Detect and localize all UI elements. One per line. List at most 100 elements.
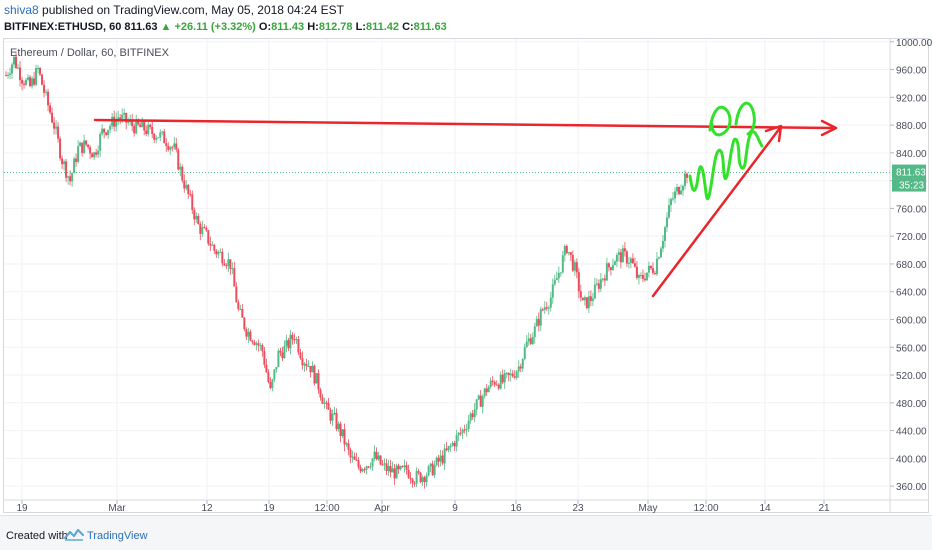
- candle-body: [461, 429, 464, 434]
- candle-body: [291, 334, 294, 340]
- candle-body: [439, 455, 442, 462]
- candle-body: [227, 259, 230, 267]
- low-value: 811.42: [365, 21, 399, 33]
- candle-body: [71, 173, 74, 182]
- candle-body: [381, 464, 384, 466]
- candle-body: [517, 366, 520, 372]
- tradingview-brand-link[interactable]: TradingView: [87, 530, 148, 542]
- candle-body: [101, 128, 104, 134]
- candle-body: [675, 187, 678, 192]
- candle-body: [425, 475, 428, 483]
- candle-body: [581, 297, 584, 301]
- candle-body: [309, 366, 312, 373]
- author-link[interactable]: shiva8: [4, 3, 39, 17]
- candle-body: [567, 252, 570, 254]
- x-tick-label: 14: [759, 503, 771, 514]
- candle-body: [277, 350, 280, 368]
- candle-body: [483, 388, 486, 397]
- x-tick-label: 16: [510, 503, 522, 514]
- candle-body: [599, 279, 602, 289]
- candle-body: [529, 338, 532, 345]
- candle-body: [15, 56, 18, 68]
- candle-body: [357, 460, 360, 468]
- candle-body: [415, 471, 418, 484]
- x-tick-label: Mar: [108, 503, 126, 514]
- candle-body: [539, 309, 542, 326]
- last-price-label: 811.63: [896, 168, 926, 179]
- candle-body: [427, 466, 430, 476]
- candle-body: [681, 185, 684, 191]
- price-chart[interactable]: 1000.00960.00920.00880.00840.00800.00760…: [0, 0, 932, 515]
- candle-body: [625, 251, 628, 264]
- candle-body: [337, 423, 340, 430]
- x-tick-label: 21: [818, 503, 830, 514]
- candle-body: [485, 388, 488, 393]
- candle-body: [35, 68, 38, 85]
- candle-body: [615, 254, 618, 262]
- candle-body: [325, 402, 328, 404]
- horizontal-arrow-head: [820, 119, 838, 137]
- y-tick-label: 680.00: [896, 260, 927, 271]
- candle-body: [359, 467, 362, 472]
- candle-body: [647, 265, 650, 273]
- candle-body: [641, 275, 644, 279]
- candle-body: [143, 120, 146, 131]
- candle-body: [85, 140, 88, 145]
- candle-body: [131, 120, 134, 127]
- candle-body: [183, 180, 186, 189]
- candle-body: [43, 84, 46, 93]
- candle-body: [287, 340, 290, 349]
- candle-body: [565, 245, 568, 254]
- candle-body: [443, 448, 446, 464]
- candle-body: [677, 187, 680, 195]
- candle-body: [365, 466, 368, 470]
- candle-body: [271, 379, 274, 389]
- candle-body: [601, 278, 604, 280]
- candle-body: [377, 455, 380, 460]
- candle-body: [531, 337, 534, 345]
- candle-body: [637, 275, 640, 278]
- candle-body: [161, 131, 164, 133]
- candle-body: [159, 132, 162, 138]
- candle-body: [81, 142, 84, 154]
- candle-body: [421, 477, 424, 482]
- candle-body: [351, 456, 354, 458]
- candle-body: [181, 166, 184, 181]
- candle-body: [665, 217, 668, 228]
- candle-body: [671, 198, 674, 200]
- x-tick-label: 19: [16, 503, 28, 514]
- candle-body: [477, 395, 480, 400]
- candle-body: [141, 120, 144, 128]
- candle-body: [431, 463, 434, 476]
- candle-body: [503, 373, 506, 383]
- candle-body: [651, 268, 654, 273]
- chart-frame[interactable]: [3, 38, 929, 513]
- candle-body: [379, 455, 382, 465]
- created-with-text: Created with: [6, 530, 68, 542]
- candle-body: [327, 402, 330, 410]
- footer: Created with TradingView: [0, 515, 932, 550]
- change-text: +26.11 (+3.32%): [174, 21, 256, 33]
- candle-body: [231, 268, 234, 270]
- candle-body: [305, 363, 308, 367]
- candles: [5, 52, 688, 489]
- candle-body: [585, 297, 588, 309]
- candle-body: [255, 343, 258, 345]
- candle-body: [459, 432, 462, 434]
- candle-body: [51, 112, 54, 123]
- candle-body: [489, 380, 492, 388]
- candle-body: [563, 245, 566, 256]
- candle-body: [513, 376, 516, 378]
- candle-body: [555, 278, 558, 281]
- candle-body: [559, 272, 562, 274]
- candle-body: [493, 382, 496, 385]
- candle-body: [521, 359, 524, 369]
- candle-body: [409, 477, 412, 480]
- x-tick-label: 9: [452, 503, 458, 514]
- candle-body: [487, 387, 490, 393]
- countdown-tag: [892, 178, 926, 192]
- candle-body: [373, 451, 376, 459]
- candle-body: [686, 173, 688, 178]
- candle-body: [31, 78, 34, 87]
- candle-body: [413, 483, 416, 485]
